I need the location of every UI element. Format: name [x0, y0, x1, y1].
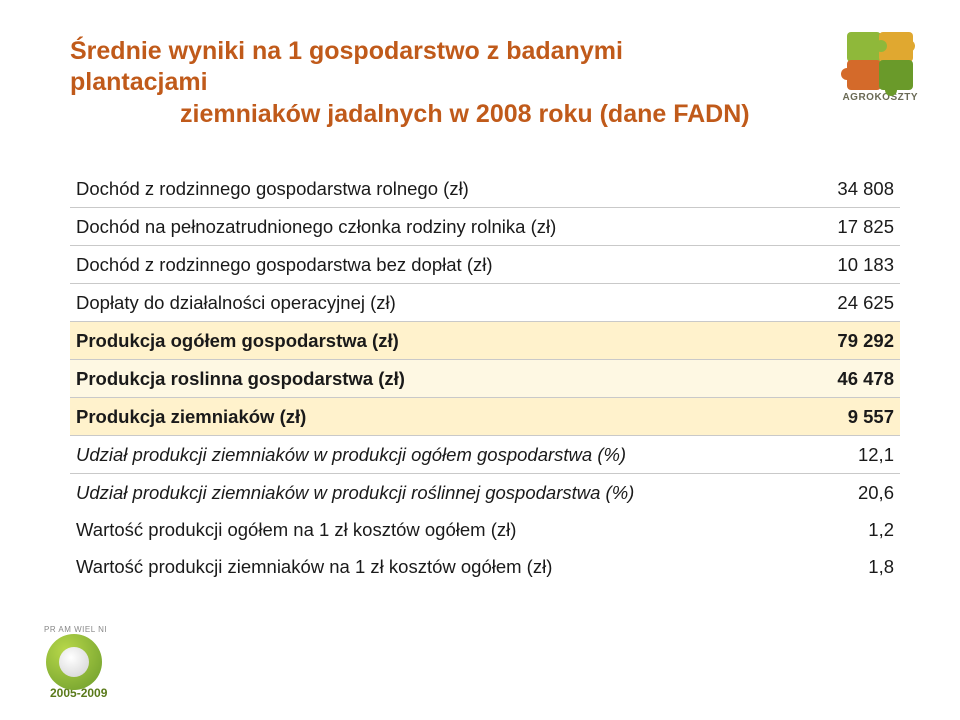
table-row: Wartość produkcji ogółem na 1 zł kosztów…: [70, 511, 900, 548]
slide-page: AGROKOSZTY Średnie wyniki na 1 gospodars…: [0, 0, 960, 585]
row-label: Dochód z rodzinnego gospodarstwa rolnego…: [70, 170, 751, 208]
footer-tiny-text: PR AM WIEL NI: [44, 625, 160, 634]
table-row: Dochód na pełnozatrudnionego członka rod…: [70, 207, 900, 245]
row-label: Produkcja ziemniaków (zł): [70, 397, 751, 435]
table-row: Produkcja ogółem gospodarstwa (zł)79 292: [70, 321, 900, 359]
row-label: Wartość produkcji ziemniaków na 1 zł kos…: [70, 548, 751, 585]
row-label: Udział produkcji ziemniaków w produkcji …: [70, 435, 751, 473]
table-row: Dochód z rodzinnego gospodarstwa rolnego…: [70, 170, 900, 208]
table-row: Dochód z rodzinnego gospodarstwa bez dop…: [70, 245, 900, 283]
logo-text: AGROKOSZTY: [842, 92, 918, 103]
table-row: Udział produkcji ziemniaków w produkcji …: [70, 473, 900, 511]
row-label: Udział produkcji ziemniaków w produkcji …: [70, 473, 751, 511]
table-row: Wartość produkcji ziemniaków na 1 zł kos…: [70, 548, 900, 585]
row-value: 9 557: [751, 397, 900, 435]
row-value: 12,1: [751, 435, 900, 473]
table-row: Produkcja ziemniaków (zł)9 557: [70, 397, 900, 435]
puzzle-icon: [845, 30, 915, 90]
row-value: 24 625: [751, 283, 900, 321]
row-value: 20,6: [751, 473, 900, 511]
row-value: 10 183: [751, 245, 900, 283]
row-value: 1,2: [751, 511, 900, 548]
agrokoszty-logo: AGROKOSZTY: [842, 30, 918, 103]
table-row: Dopłaty do działalności operacyjnej (zł)…: [70, 283, 900, 321]
footer-program-logo: PR AM WIEL NI 2005-2009: [40, 625, 160, 700]
row-value: 17 825: [751, 207, 900, 245]
row-label: Wartość produkcji ogółem na 1 zł kosztów…: [70, 511, 751, 548]
row-label: Dochód na pełnozatrudnionego członka rod…: [70, 207, 751, 245]
slide-title: Średnie wyniki na 1 gospodarstwo z badan…: [70, 36, 900, 130]
row-value: 34 808: [751, 170, 900, 208]
row-value: 1,8: [751, 548, 900, 585]
row-label: Produkcja ogółem gospodarstwa (zł): [70, 321, 751, 359]
title-line-2: ziemniaków jadalnych w 2008 roku (dane F…: [70, 99, 760, 130]
row-label: Produkcja roslinna gospodarstwa (zł): [70, 359, 751, 397]
row-label: Dochód z rodzinnego gospodarstwa bez dop…: [70, 245, 751, 283]
table-row: Udział produkcji ziemniaków w produkcji …: [70, 435, 900, 473]
title-line-1: Średnie wyniki na 1 gospodarstwo z badan…: [70, 37, 623, 96]
footer-badge-icon: [46, 634, 102, 690]
row-value: 79 292: [751, 321, 900, 359]
row-value: 46 478: [751, 359, 900, 397]
table-row: Produkcja roslinna gospodarstwa (zł)46 4…: [70, 359, 900, 397]
row-label: Dopłaty do działalności operacyjnej (zł): [70, 283, 751, 321]
results-table: Dochód z rodzinnego gospodarstwa rolnego…: [70, 170, 900, 585]
